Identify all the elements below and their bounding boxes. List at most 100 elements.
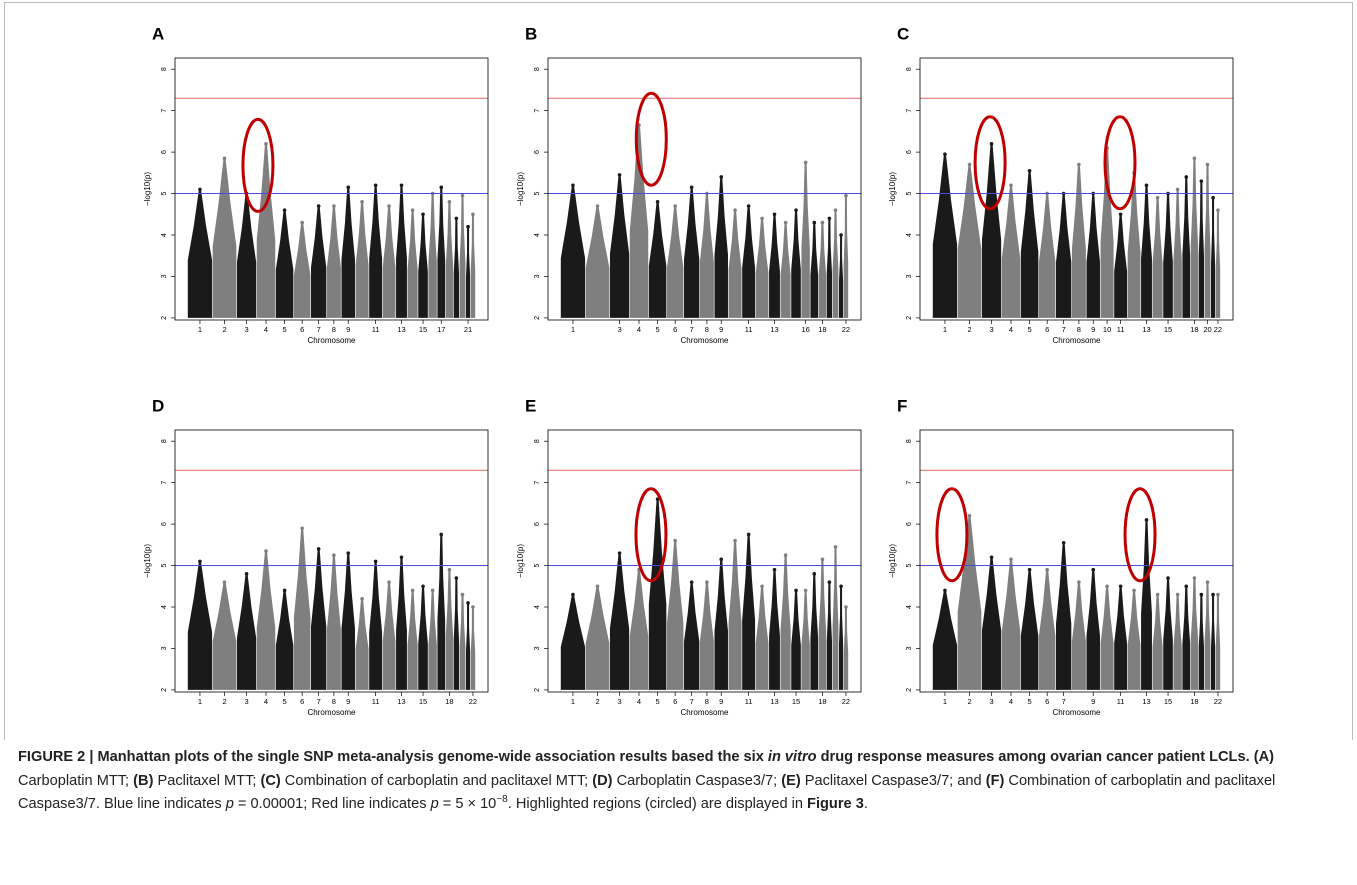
snp-peak [571, 592, 575, 597]
snp-cloud [470, 607, 476, 690]
snp-cloud [466, 226, 471, 318]
x-tick-label: 2 [222, 697, 226, 706]
y-tick-label: 8 [906, 67, 913, 71]
y-tick-label: 5 [534, 192, 541, 196]
snp-cloud [801, 590, 810, 690]
y-tick-label: 8 [534, 67, 541, 71]
snp-peak [989, 142, 994, 146]
snp-cloud [839, 586, 844, 690]
snp-cloud [932, 154, 958, 318]
snp-cloud [1127, 590, 1141, 690]
snp-cloud [1100, 586, 1114, 690]
x-tick-label: 6 [300, 697, 304, 706]
snp-cloud [714, 559, 728, 690]
snp-peak [1192, 576, 1197, 580]
caption-text: Combination of carboplatin and paclitaxe… [280, 772, 593, 789]
y-tick-label: 7 [906, 481, 913, 485]
panel: E Chromosome −log10(p) 2 3 4 5 6 7 8 1 2 3 4 5 6 7 8 9 11 13… [516, 396, 862, 717]
x-tick-label: 6 [1045, 697, 1049, 706]
snp-cloud [407, 210, 418, 318]
snp-peak [760, 216, 764, 221]
snp-peak [827, 216, 832, 221]
snp-cloud [981, 557, 1002, 690]
snp-cloud [396, 557, 407, 690]
caption-text: drug response measures among ovarian can… [816, 749, 1254, 765]
snp-cloud [1190, 158, 1199, 318]
snp-cloud [341, 553, 355, 690]
snp-cloud [212, 158, 237, 318]
x-tick-label: 3 [617, 697, 621, 706]
snp-peak [373, 559, 378, 564]
snp-cloud [1152, 197, 1163, 318]
x-tick-label: 3 [244, 325, 248, 334]
y-tick-label: 8 [534, 439, 541, 443]
snp-peak [783, 553, 788, 557]
snp-cloud [236, 573, 257, 690]
snp-peak [421, 584, 425, 589]
snp-peak [617, 551, 622, 555]
snp-cloud [666, 205, 684, 318]
snp-cloud [742, 205, 756, 318]
x-tick-label: 15 [419, 697, 427, 706]
y-tick-label: 4 [534, 233, 541, 237]
snp-peak [332, 204, 336, 208]
caption-text: (D) [592, 772, 613, 789]
panel-label: E [525, 396, 536, 415]
snp-cloud [780, 555, 791, 690]
snp-peak [264, 549, 268, 553]
snp-peak [673, 538, 677, 543]
snp-cloud [459, 594, 466, 690]
snp-cloud [769, 214, 780, 318]
x-tick-label: 7 [1062, 697, 1066, 706]
panel: D Chromosome −log10(p) 2 3 4 5 6 7 8 1 2 3 4 5 6 7 8 9 11 13… [143, 396, 489, 717]
x-tick-label: 1 [943, 697, 947, 706]
x-tick-label: 2 [222, 325, 226, 334]
y-tick-label: 3 [534, 274, 541, 278]
plot-frame [919, 57, 1234, 321]
snp-peak [360, 596, 364, 601]
snp-peak [719, 557, 724, 562]
highlight-circle [241, 117, 275, 213]
snp-cloud [256, 551, 276, 690]
snp-peak [833, 545, 838, 549]
snp-cloud [684, 582, 700, 690]
panel: F Chromosome −log10(p) 2 3 4 5 6 7 8 1 2 3 4 5 6 7 9 11 13 1… [888, 396, 1234, 717]
snp-cloud [839, 235, 844, 318]
snp-cloud [275, 210, 294, 318]
caption-text: (E) [781, 772, 801, 789]
y-axis-label: −log10(p) [888, 172, 897, 206]
snp-cloud [818, 222, 827, 318]
x-tick-label: 9 [1091, 697, 1095, 706]
x-tick-label: 7 [317, 325, 321, 334]
x-tick-label: 22 [1214, 325, 1222, 334]
y-tick-label: 6 [906, 150, 913, 154]
y-tick-label: 2 [161, 316, 168, 320]
snp-cloud [466, 602, 471, 690]
snp-peak [655, 497, 660, 502]
snp-peak [746, 204, 751, 208]
snp-cloud [666, 540, 684, 690]
y-tick-label: 7 [161, 109, 168, 113]
y-axis-label: −log10(p) [888, 544, 897, 578]
snp-peak [803, 588, 808, 593]
y-tick-label: 6 [906, 522, 913, 526]
snp-peak [794, 588, 798, 593]
x-tick-label: 11 [372, 325, 380, 334]
snp-peak [387, 580, 391, 584]
snp-cloud [1182, 586, 1191, 690]
snp-cloud [1198, 181, 1205, 318]
snp-peak [689, 580, 694, 584]
x-tick-label: 15 [1164, 697, 1172, 706]
snp-peak [827, 580, 832, 584]
x-axis-label: Chromosome [1052, 336, 1101, 345]
snp-peak [332, 553, 336, 557]
x-tick-label: 18 [1190, 325, 1198, 334]
snp-cloud [1020, 569, 1039, 690]
snp-cloud [418, 586, 428, 690]
x-tick-label: 6 [300, 325, 304, 334]
x-tick-label: 5 [282, 697, 286, 706]
snp-cloud [1204, 582, 1211, 690]
snp-cloud [826, 582, 833, 690]
highlight-circle [935, 487, 969, 583]
